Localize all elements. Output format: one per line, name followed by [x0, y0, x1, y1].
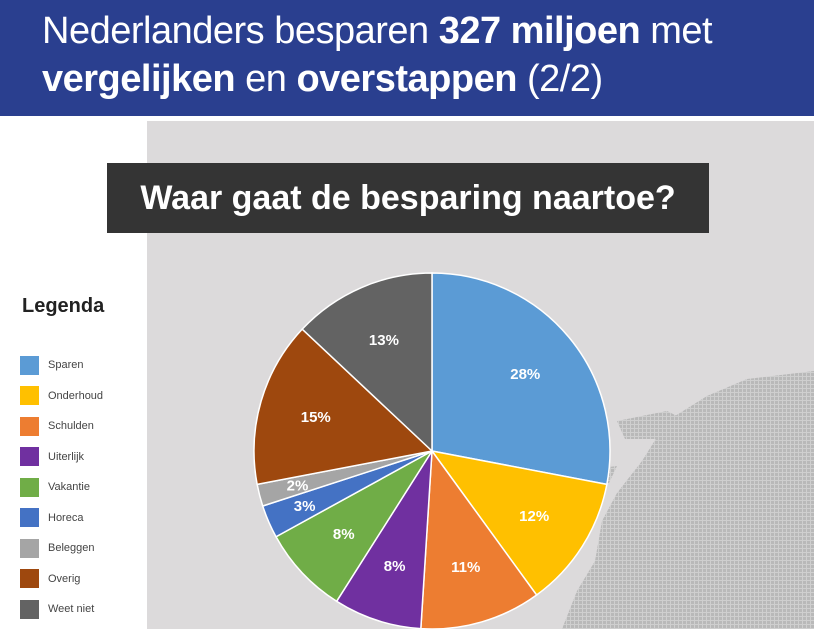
legend-item: Vakantie: [20, 477, 90, 497]
subtitle-banner: Waar gaat de besparing naartoe?: [107, 163, 709, 233]
subtitle-text: Waar gaat de besparing naartoe?: [140, 178, 676, 217]
line2-segment: en: [235, 58, 297, 100]
legend-label: Onderhoud: [48, 389, 104, 402]
pie-data-label: 11%: [451, 559, 480, 576]
legend-swatch: [20, 477, 39, 497]
legend-item: Horeca: [20, 508, 83, 528]
header-banner: Nederlanders besparen 327 miljoen met ve…: [0, 0, 814, 116]
legend-swatch: [20, 416, 39, 436]
legend-item: Beleggen: [20, 538, 95, 558]
pie-data-label: 8%: [384, 558, 406, 575]
legend-swatch: [20, 508, 39, 527]
legend-swatch: [20, 538, 39, 558]
pie-data-label: 15%: [301, 409, 331, 426]
legend-item: Schulden: [20, 416, 94, 436]
pie-data-label: 12%: [519, 508, 549, 525]
pie-slice-weet-niet: [301, 272, 433, 453]
legend-label: Overig: [48, 572, 81, 585]
legend-label: Beleggen: [48, 542, 95, 554]
header-title-line-1: Nederlanders besparen 327 miljoen met: [42, 8, 713, 54]
line1-segment: met: [640, 10, 713, 52]
line2-segment: vergelijken: [42, 58, 236, 100]
pie-slice-overig: [253, 328, 434, 486]
legend-label: Horeca: [48, 511, 84, 524]
legend-item: Weet niet: [20, 599, 94, 619]
pie-data-label: 3%: [294, 498, 316, 515]
legend-item: Overig: [20, 569, 80, 589]
line1-segment: 327 miljoen: [438, 10, 641, 52]
pie-slice-vakantie: [274, 450, 433, 603]
legend-item: Onderhoud: [20, 386, 103, 406]
legend-swatch: [20, 447, 39, 466]
legend-label: Weet niet: [48, 603, 95, 615]
legend-label: Uiterlijk: [48, 450, 85, 463]
header-title-line-2: vergelijken en overstappen (2/2): [42, 56, 603, 102]
pie-slice-onderhoud: [430, 449, 608, 597]
legend-title: Legenda: [22, 295, 105, 317]
legend-label: Vakantie: [48, 481, 90, 493]
legend-label: Schulden: [48, 420, 94, 432]
legend-item: Sparen: [20, 355, 83, 375]
legend-label: Sparen: [48, 359, 84, 371]
line2-segment: (2/2): [516, 58, 603, 100]
legend-swatch: [20, 355, 39, 375]
pie-data-label: 8%: [333, 526, 355, 543]
legend-swatch: [20, 386, 39, 405]
legend-swatch: [20, 569, 39, 588]
legend-swatch: [20, 599, 39, 619]
pie-data-label: 13%: [369, 332, 399, 349]
legend-item: Uiterlijk: [20, 447, 84, 467]
pie-slice-sparen: [431, 272, 611, 486]
line1-segment: Nederlanders besparen: [42, 10, 439, 52]
pie-slice-uiterlijk: [335, 450, 433, 629]
pie-data-label: 28%: [510, 366, 540, 383]
pie-data-label: 2%: [287, 478, 309, 495]
line2-segment: overstappen: [296, 58, 517, 100]
